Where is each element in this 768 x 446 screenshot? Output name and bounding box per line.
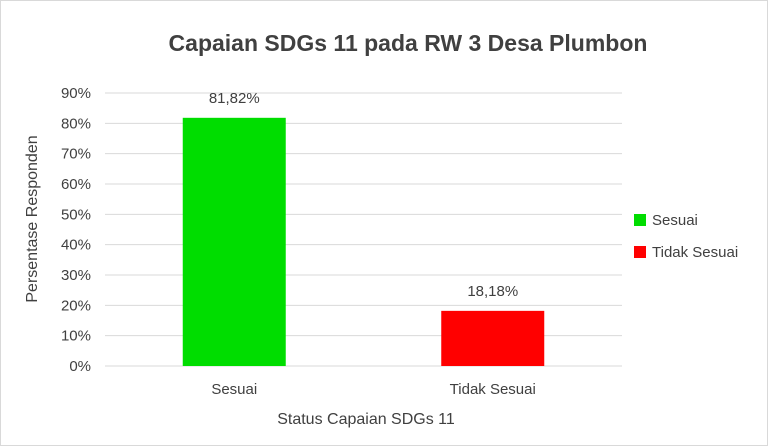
x-axis-ticks: Sesuai Tidak Sesuai bbox=[211, 381, 536, 398]
data-label: 81,82% bbox=[209, 90, 260, 107]
legend-swatch-tidak-sesuai bbox=[634, 246, 646, 258]
y-tick-label: 30% bbox=[61, 267, 91, 284]
x-tick-label: Tidak Sesuai bbox=[450, 381, 536, 398]
y-tick-label: 10% bbox=[61, 328, 91, 345]
y-tick-label: 80% bbox=[61, 115, 91, 132]
chart-title: Capaian SDGs 11 pada RW 3 Desa Plumbon bbox=[168, 30, 648, 56]
legend-label-sesuai: Sesuai bbox=[652, 211, 698, 229]
y-tick-label: 70% bbox=[61, 146, 91, 163]
y-tick-label: 90% bbox=[61, 85, 91, 102]
data-label: 18,18% bbox=[467, 283, 518, 300]
x-axis-title: Status Capaian SDGs 11 bbox=[277, 411, 455, 428]
legend: Sesuai Tidak Sesuai bbox=[634, 210, 738, 274]
legend-swatch-sesuai bbox=[634, 214, 646, 226]
x-tick-label: Sesuai bbox=[211, 381, 257, 398]
y-axis-title: Persentase Responden bbox=[24, 135, 41, 302]
y-axis-ticks: 0% 10% 20% 30% 40% 50% 60% 70% 80% 90% bbox=[61, 85, 91, 375]
bar-sesuai bbox=[182, 117, 286, 366]
legend-item-tidak-sesuai: Tidak Sesuai bbox=[634, 242, 738, 262]
y-tick-label: 20% bbox=[61, 297, 91, 314]
y-tick-label: 50% bbox=[61, 206, 91, 223]
y-tick-label: 40% bbox=[61, 237, 91, 254]
y-tick-label: 0% bbox=[69, 358, 91, 375]
bar-tidak-sesuai bbox=[441, 310, 545, 366]
grid-layer bbox=[105, 92, 622, 367]
legend-label-tidak-sesuai: Tidak Sesuai bbox=[652, 243, 739, 261]
y-tick-label: 60% bbox=[61, 176, 91, 193]
legend-item-sesuai: Sesuai bbox=[634, 210, 738, 230]
bar-layer: 81,82% 18,18% bbox=[182, 90, 545, 366]
